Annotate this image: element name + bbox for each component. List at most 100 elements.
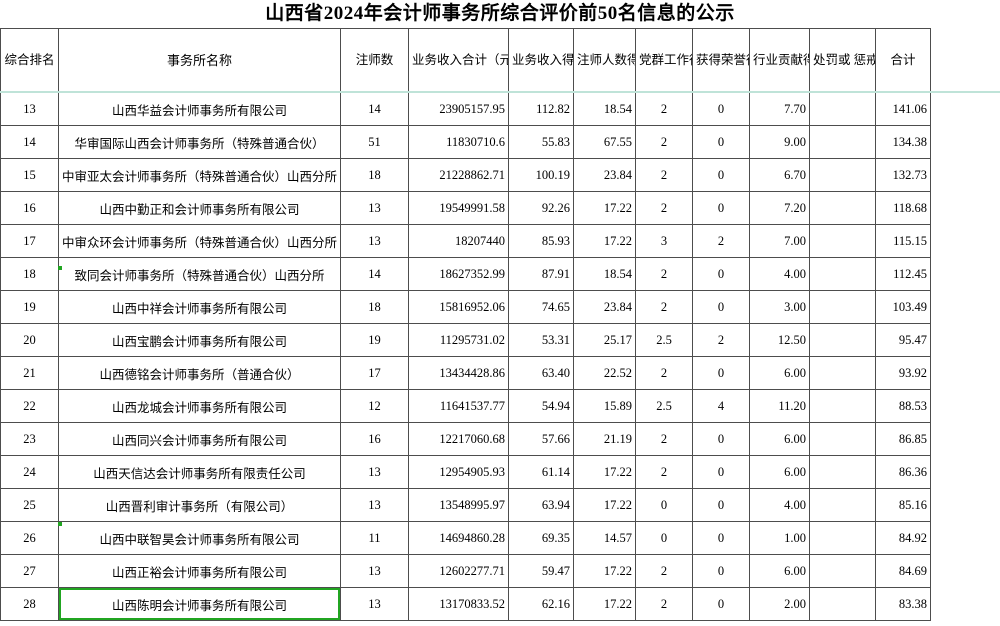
cell-revenue[interactable]: 11830710.6 xyxy=(408,125,509,159)
cell-cpa-count[interactable]: 13 xyxy=(340,191,409,225)
cell-firm-name[interactable]: 山西华益会计师事务所有限公司 xyxy=(58,92,341,126)
cell-firm-name[interactable]: 山西同兴会计师事务所有限公司 xyxy=(58,422,341,456)
cell-firm-name[interactable]: 中审亚太会计师事务所（特殊普通合伙）山西分所 xyxy=(58,158,341,192)
cell-total[interactable]: 132.73 xyxy=(875,158,931,192)
cell-contribution-score[interactable]: 4.00 xyxy=(749,488,810,522)
cell-total[interactable]: 112.45 xyxy=(875,257,931,291)
cell-party-score[interactable]: 2 xyxy=(635,257,693,291)
cell-firm-name[interactable]: 山西晋利审计事务所（有限公司） xyxy=(58,488,341,522)
cell-revenue[interactable]: 23905157.95 xyxy=(408,92,509,126)
cell-honor-score[interactable]: 4 xyxy=(692,389,750,423)
cell-revenue-score[interactable]: 62.16 xyxy=(508,587,574,621)
column-header-honor-score[interactable]: 获得荣誉得分 xyxy=(692,28,750,93)
cell-firm-name[interactable]: 山西陈明会计师事务所有限公司 xyxy=(58,587,341,621)
cell-penalty-score[interactable] xyxy=(809,521,876,555)
cell-revenue[interactable]: 15816952.06 xyxy=(408,290,509,324)
cell-rank[interactable]: 14 xyxy=(0,125,59,159)
cell-contribution-score[interactable]: 7.00 xyxy=(749,224,810,258)
cell-cpa-score[interactable]: 17.22 xyxy=(573,224,636,258)
cell-honor-score[interactable]: 0 xyxy=(692,455,750,489)
cell-total[interactable]: 115.15 xyxy=(875,224,931,258)
cell-honor-score[interactable]: 0 xyxy=(692,158,750,192)
cell-honor-score[interactable]: 0 xyxy=(692,587,750,621)
cell-party-score[interactable]: 2 xyxy=(635,158,693,192)
column-header-penalty-score[interactable]: 处罚或 惩戒 得分 xyxy=(809,28,876,93)
cell-rank[interactable]: 17 xyxy=(0,224,59,258)
cell-cpa-score[interactable]: 17.22 xyxy=(573,554,636,588)
cell-penalty-score[interactable] xyxy=(809,191,876,225)
cell-revenue[interactable]: 19549991.58 xyxy=(408,191,509,225)
cell-honor-score[interactable]: 0 xyxy=(692,290,750,324)
cell-rank[interactable]: 18 xyxy=(0,257,59,291)
cell-honor-score[interactable]: 0 xyxy=(692,422,750,456)
cell-penalty-score[interactable] xyxy=(809,356,876,390)
cell-cpa-count[interactable]: 17 xyxy=(340,356,409,390)
cell-penalty-score[interactable] xyxy=(809,554,876,588)
cell-cpa-score[interactable]: 22.52 xyxy=(573,356,636,390)
cell-rank[interactable]: 13 xyxy=(0,92,59,126)
cell-rank[interactable]: 24 xyxy=(0,455,59,489)
cell-revenue-score[interactable]: 87.91 xyxy=(508,257,574,291)
cell-revenue-score[interactable]: 63.94 xyxy=(508,488,574,522)
cell-firm-name[interactable]: 山西德铭会计师事务所（普通合伙） xyxy=(58,356,341,390)
cell-revenue-score[interactable]: 100.19 xyxy=(508,158,574,192)
cell-firm-name[interactable]: 中审众环会计师事务所（特殊普通合伙）山西分所 xyxy=(58,224,341,258)
cell-cpa-score[interactable]: 25.17 xyxy=(573,323,636,357)
cell-cpa-score[interactable]: 18.54 xyxy=(573,257,636,291)
cell-party-score[interactable]: 2 xyxy=(635,125,693,159)
cell-rank[interactable]: 26 xyxy=(0,521,59,555)
cell-honor-score[interactable]: 0 xyxy=(692,356,750,390)
cell-party-score[interactable]: 0 xyxy=(635,488,693,522)
cell-cpa-count[interactable]: 13 xyxy=(340,587,409,621)
cell-rank[interactable]: 21 xyxy=(0,356,59,390)
cell-revenue-score[interactable]: 74.65 xyxy=(508,290,574,324)
cell-cpa-count[interactable]: 11 xyxy=(340,521,409,555)
cell-contribution-score[interactable]: 7.20 xyxy=(749,191,810,225)
cell-cpa-count[interactable]: 16 xyxy=(340,422,409,456)
cell-cpa-count[interactable]: 14 xyxy=(340,257,409,291)
cell-party-score[interactable]: 2 xyxy=(635,356,693,390)
cell-revenue-score[interactable]: 61.14 xyxy=(508,455,574,489)
cell-revenue[interactable]: 13548995.97 xyxy=(408,488,509,522)
cell-firm-name[interactable]: 山西中祥会计师事务所有限公司 xyxy=(58,290,341,324)
cell-penalty-score[interactable] xyxy=(809,224,876,258)
cell-contribution-score[interactable]: 9.00 xyxy=(749,125,810,159)
cell-honor-score[interactable]: 0 xyxy=(692,521,750,555)
cell-penalty-score[interactable] xyxy=(809,323,876,357)
cell-cpa-count[interactable]: 13 xyxy=(340,488,409,522)
cell-party-score[interactable]: 2 xyxy=(635,554,693,588)
cell-party-score[interactable]: 2 xyxy=(635,587,693,621)
cell-cpa-count[interactable]: 13 xyxy=(340,455,409,489)
cell-party-score[interactable]: 3 xyxy=(635,224,693,258)
column-header-party-score[interactable]: 党群工作得分 xyxy=(635,28,693,93)
cell-honor-score[interactable]: 0 xyxy=(692,92,750,126)
cell-penalty-score[interactable] xyxy=(809,290,876,324)
cell-contribution-score[interactable]: 12.50 xyxy=(749,323,810,357)
cell-contribution-score[interactable]: 6.00 xyxy=(749,422,810,456)
cell-firm-name[interactable]: 致同会计师事务所（特殊普通合伙）山西分所 xyxy=(58,257,341,291)
cell-honor-score[interactable]: 2 xyxy=(692,224,750,258)
cell-revenue-score[interactable]: 92.26 xyxy=(508,191,574,225)
cell-cpa-count[interactable]: 19 xyxy=(340,323,409,357)
cell-honor-score[interactable]: 0 xyxy=(692,125,750,159)
cell-cpa-count[interactable]: 14 xyxy=(340,92,409,126)
cell-cpa-score[interactable]: 23.84 xyxy=(573,290,636,324)
cell-total[interactable]: 85.16 xyxy=(875,488,931,522)
cell-party-score[interactable]: 2 xyxy=(635,92,693,126)
cell-revenue-score[interactable]: 85.93 xyxy=(508,224,574,258)
cell-revenue[interactable]: 18627352.99 xyxy=(408,257,509,291)
cell-honor-score[interactable]: 2 xyxy=(692,323,750,357)
cell-revenue-score[interactable]: 59.47 xyxy=(508,554,574,588)
cell-firm-name[interactable]: 山西中联智昊会计师事务所有限公司 xyxy=(58,521,341,555)
cell-penalty-score[interactable] xyxy=(809,257,876,291)
cell-cpa-score[interactable]: 67.55 xyxy=(573,125,636,159)
cell-party-score[interactable]: 0 xyxy=(635,521,693,555)
cell-revenue[interactable]: 21228862.71 xyxy=(408,158,509,192)
cell-revenue[interactable]: 13434428.86 xyxy=(408,356,509,390)
cell-cpa-score[interactable]: 17.22 xyxy=(573,191,636,225)
cell-honor-score[interactable]: 0 xyxy=(692,554,750,588)
cell-total[interactable]: 86.85 xyxy=(875,422,931,456)
cell-honor-score[interactable]: 0 xyxy=(692,488,750,522)
cell-penalty-score[interactable] xyxy=(809,488,876,522)
cell-cpa-score[interactable]: 17.22 xyxy=(573,488,636,522)
